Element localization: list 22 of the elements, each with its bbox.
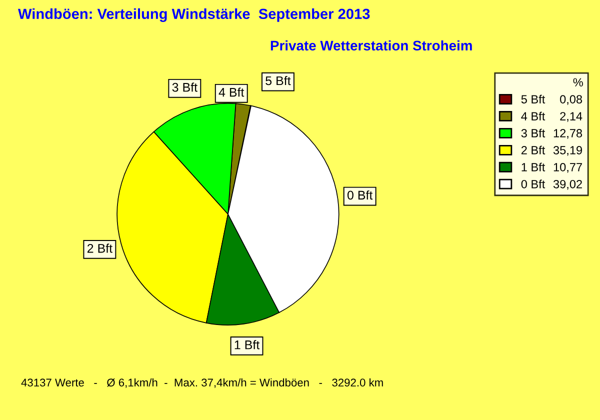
- slice-label: 3 Bft: [172, 82, 198, 92]
- legend-label: 1 Bft: [522, 162, 546, 172]
- legend-label: 0 Bft: [521, 180, 546, 188]
- data-label: 35,19: [553, 146, 582, 156]
- slice-label: 1 Bft: [234, 340, 260, 350]
- text: 43137 Werte - Ø 6,1km/h - Max. 37,4km/h = Windböen - 3292.0 km: [21, 378, 383, 388]
- data-label: 12,78: [554, 129, 582, 139]
- legend-label: 3 Bft: [521, 128, 546, 138]
- slice-label: 5 Bft: [266, 76, 291, 86]
- slice-label: 4 Bft: [218, 88, 244, 97]
- data-label: 10,77: [554, 162, 582, 173]
- legend-label: 4 Bft: [521, 112, 546, 120]
- slice-label: 2 Bft: [87, 244, 112, 253]
- legend-label: 5 Bft: [521, 94, 546, 104]
- data-label: 39,02: [553, 180, 582, 190]
- data-label: 0,08: [560, 95, 582, 105]
- data-label: 2,14: [560, 112, 582, 122]
- legend-title: %: [573, 78, 583, 86]
- chart-subtitle: Private Wetterstation Stroheim: [270, 40, 472, 51]
- legend-label: 2 Bft: [521, 146, 546, 154]
- slice-label: 0 Bft: [347, 190, 373, 200]
- chart-title: Windböen: Verteilung Windstärke September 2013: [18, 8, 370, 22]
